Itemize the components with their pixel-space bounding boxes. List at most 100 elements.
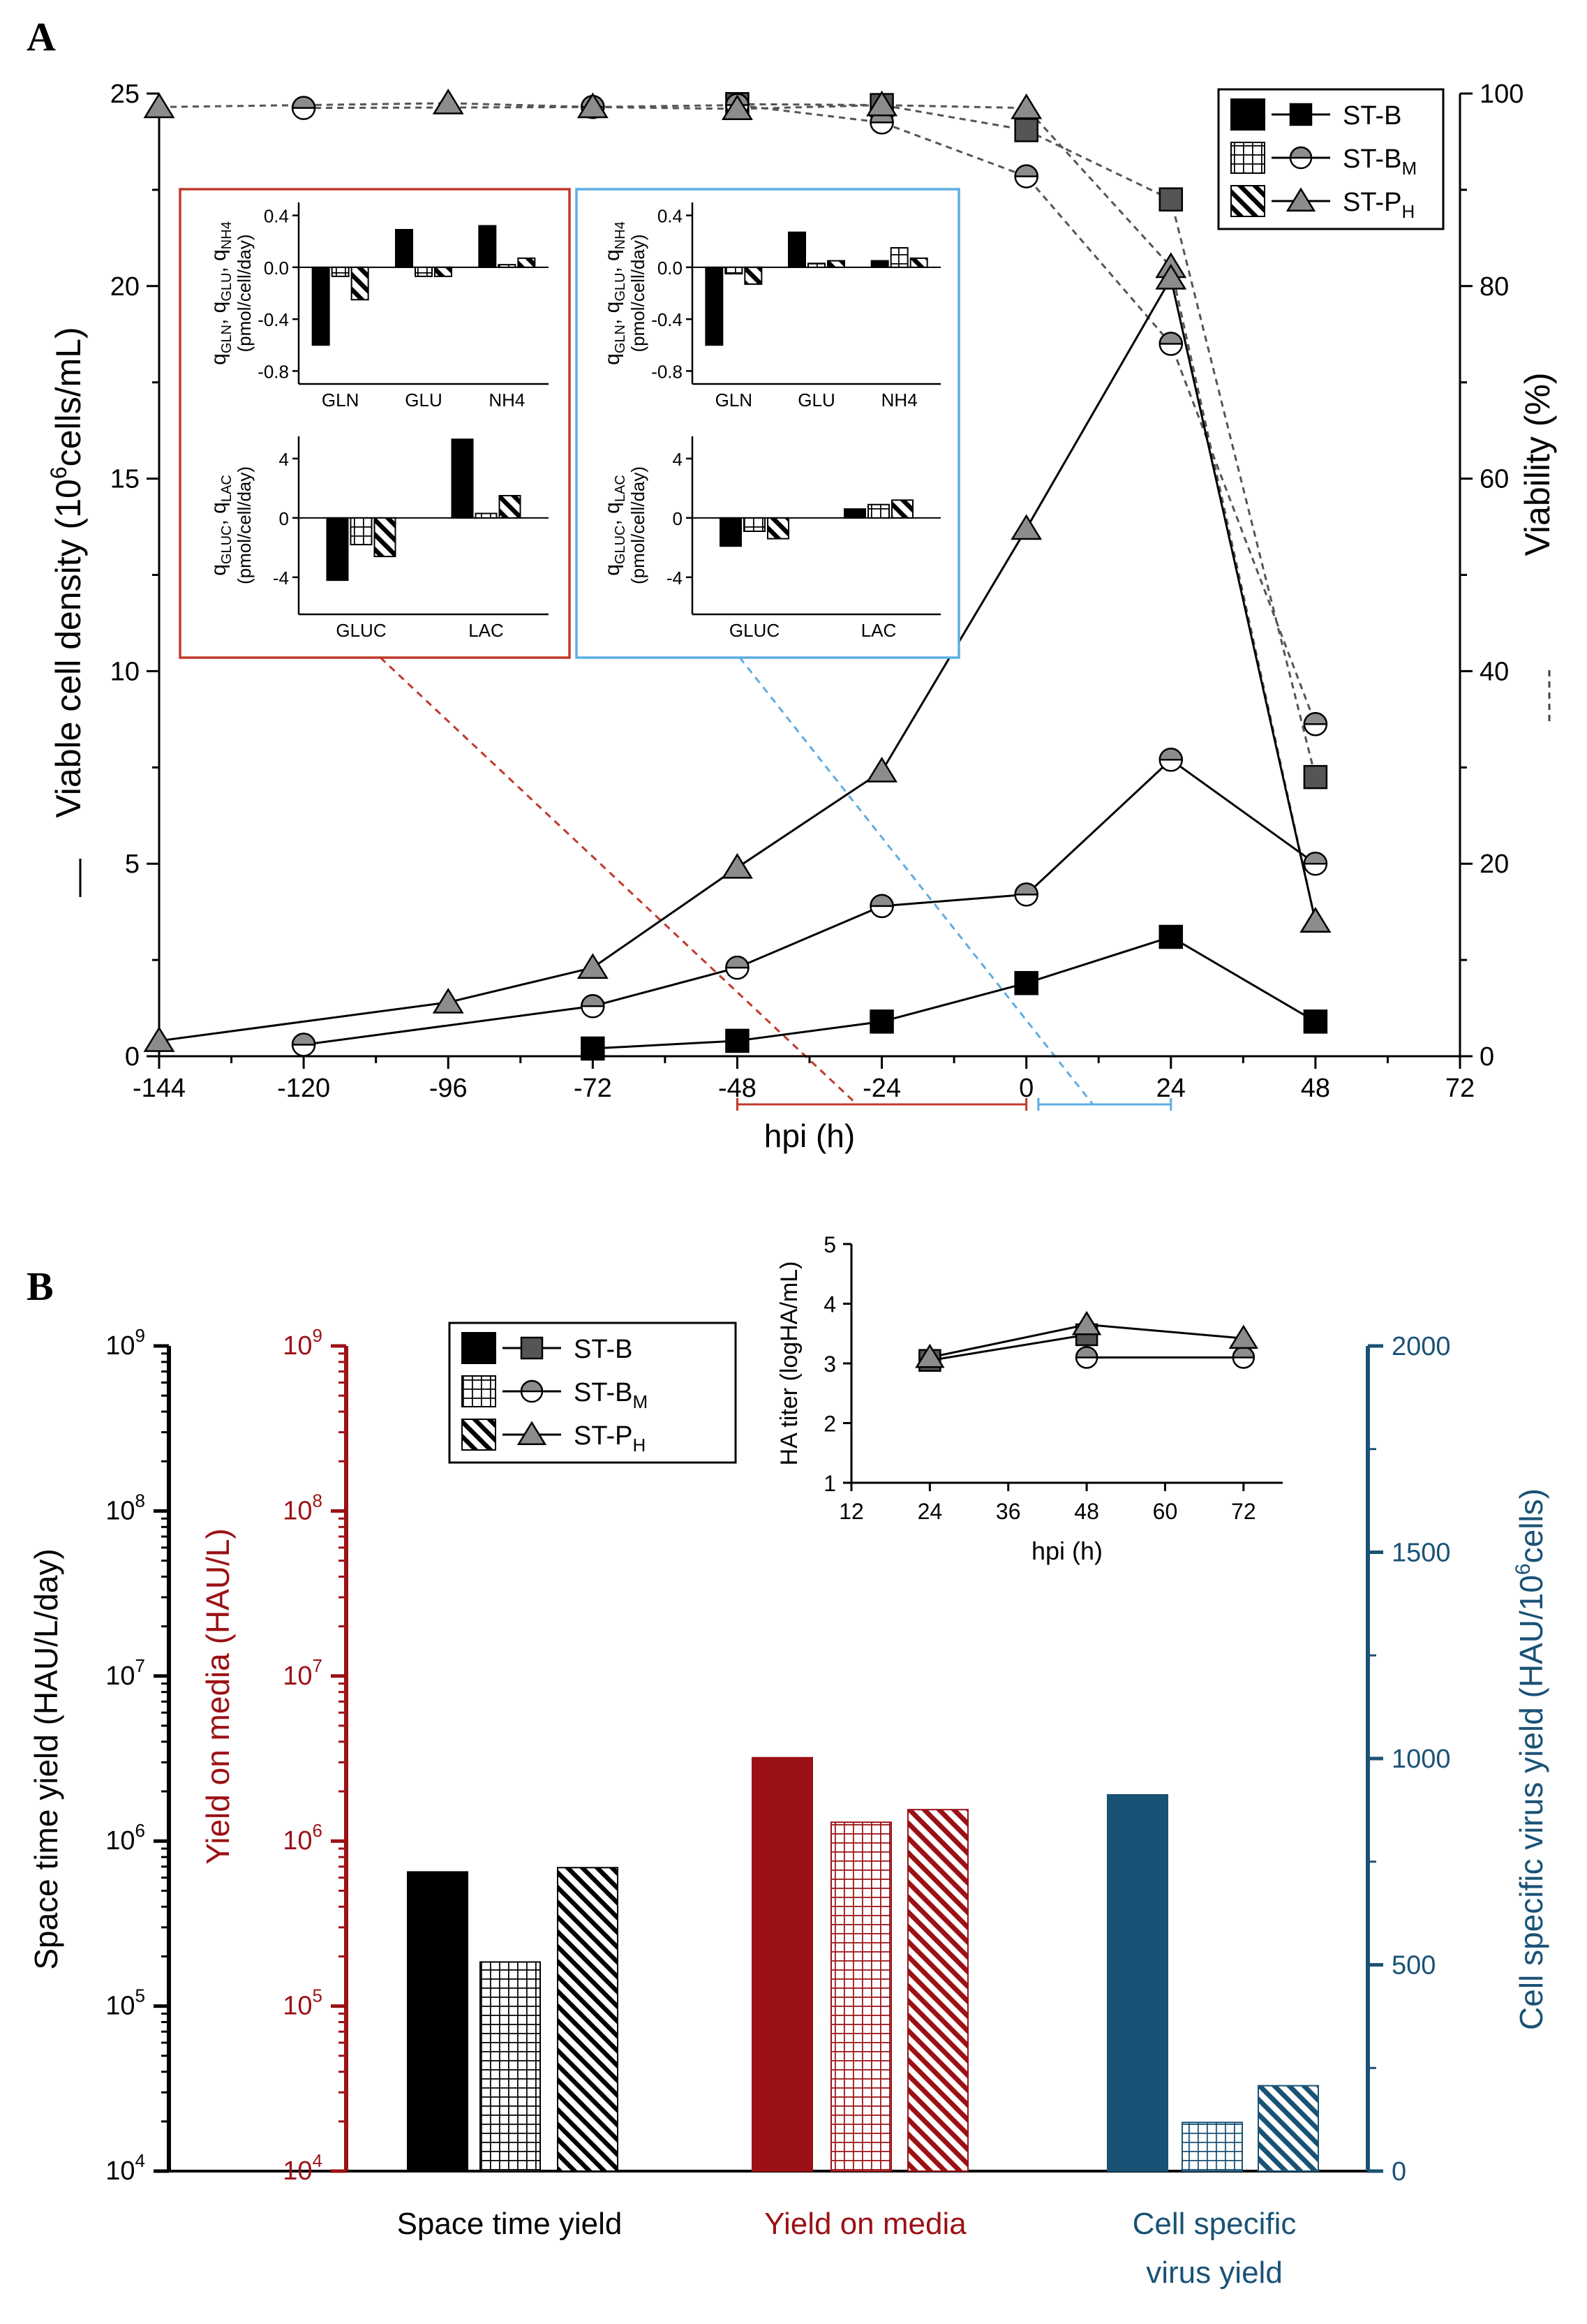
y-right-tick-label: 40 bbox=[1480, 657, 1509, 686]
inset-blue-top-bar-ST-BM bbox=[890, 247, 909, 268]
inset-blue-bottom-bar-ST-PH bbox=[767, 517, 789, 540]
b-inset-x-tick-label: 72 bbox=[1231, 1499, 1256, 1524]
inset-red-top-y-tick-label: 0.4 bbox=[264, 206, 289, 227]
inset-blue-top-bar-ST-B bbox=[705, 266, 724, 346]
legend-b-marker bbox=[520, 1336, 544, 1360]
b-inset-point-ST-BM bbox=[1232, 1346, 1256, 1369]
inset-red-top-bar-ST-B bbox=[311, 266, 330, 346]
b-inset-point-ST-BM-top bbox=[1075, 1346, 1098, 1359]
legend-a-item-label: ST-PH bbox=[1343, 188, 1415, 222]
inset-red-top-bar-ST-B bbox=[395, 229, 413, 268]
inset-red-top-category-label: GLU bbox=[405, 390, 442, 410]
inset-blue-bottom-y-tick-label: -4 bbox=[666, 568, 683, 589]
axis-blue-tick-label: 0 bbox=[1392, 2157, 1406, 2186]
b-inset-x-tick-label: 12 bbox=[839, 1499, 864, 1524]
viability-point-ST-BM-top bbox=[1014, 164, 1038, 177]
viability-point-ST-BM-top bbox=[291, 96, 316, 109]
x-tick-label: -72 bbox=[574, 1074, 612, 1103]
vcd-point-ST-PH bbox=[721, 852, 753, 879]
b-inset-y-tick-label: 2 bbox=[824, 1412, 836, 1437]
inset-blue-bottom-category-label: GLUC bbox=[729, 620, 780, 641]
b-inset-x-tick-label: 60 bbox=[1153, 1499, 1178, 1524]
y-right-tick-label: 60 bbox=[1480, 465, 1509, 494]
inset-blue-top-y-tick-label: 0.0 bbox=[657, 258, 683, 279]
y-right-tick-label: 80 bbox=[1480, 272, 1509, 302]
legend-b-swatch bbox=[461, 1375, 496, 1407]
viability-point-ST-PH bbox=[866, 90, 898, 117]
viability-point-ST-B bbox=[1014, 118, 1038, 142]
legend-a-marker bbox=[1286, 187, 1316, 212]
b-inset-point-ST-PH bbox=[915, 1343, 945, 1368]
viability-point-ST-BM-top bbox=[1158, 332, 1184, 345]
vcd-point-ST-BM bbox=[581, 994, 605, 1019]
bar-2-ST-B bbox=[1107, 1794, 1168, 2173]
y-left-axis-label: Viable cell density (106cells/mL) bbox=[46, 327, 88, 817]
b-inset-point-ST-BM bbox=[1075, 1346, 1098, 1369]
viability-point-ST-BM bbox=[291, 96, 316, 120]
y-left-tick-label: 25 bbox=[110, 80, 140, 109]
inset-red-bottom-bar-ST-PH bbox=[498, 495, 521, 519]
vcd-point-ST-BM-top bbox=[1158, 748, 1184, 761]
bar-0-ST-PH bbox=[557, 1867, 618, 2173]
legend-b-swatch bbox=[461, 1332, 496, 1364]
inset-red-top-y-tick-label: 0.0 bbox=[264, 258, 289, 279]
vcd-point-ST-BM bbox=[1158, 748, 1184, 772]
b-inset-x-tick-label: 24 bbox=[918, 1499, 943, 1524]
viability-point-ST-B bbox=[1303, 764, 1328, 790]
inset-red-top-category-label: GLN bbox=[322, 390, 359, 410]
y-left-tick-label: 5 bbox=[125, 850, 140, 879]
inset-red-top-bar-ST-BM bbox=[415, 266, 433, 277]
x-tick-label: -144 bbox=[133, 1074, 186, 1103]
vcd-point-ST-BM-top bbox=[581, 994, 605, 1007]
inset-blue-bottom-y-label-units: (pmol/cell/day) bbox=[627, 466, 648, 584]
inset-red-bottom-y-tick-label: 4 bbox=[279, 449, 289, 470]
vcd-point-ST-B bbox=[870, 1009, 894, 1034]
inset-blue-top-bar-ST-BM bbox=[724, 266, 743, 275]
y-left-tick-label: 20 bbox=[110, 272, 140, 302]
inset-blue-bottom-category-label: LAC bbox=[861, 620, 897, 641]
vcd-point-ST-BM bbox=[1303, 851, 1328, 876]
b-inset-point-ST-PH bbox=[1071, 1310, 1102, 1335]
vcd-point-ST-BM bbox=[291, 1033, 316, 1057]
inset-red-top-bar-ST-BM bbox=[331, 266, 350, 277]
vcd-point-ST-BM bbox=[1014, 882, 1038, 907]
inset-blue-top-bar-ST-B bbox=[870, 260, 889, 268]
panel-a-insets: 0.4 0.0 -0.4 -0.8 GLN GLU NH4 qGLN​, qGLU​, qNH… bbox=[179, 188, 960, 659]
b-inset-y-tick-label: 1 bbox=[824, 1471, 836, 1496]
legend-b-marker-top bbox=[520, 1379, 544, 1393]
inset-red-top-y-tick-label: -0.8 bbox=[258, 361, 289, 382]
axis-red-tick-label: 105 bbox=[283, 1985, 322, 2021]
inset-red-bottom-category-label: LAC bbox=[468, 620, 504, 641]
bar-1-ST-BM bbox=[830, 1821, 892, 2172]
legend-b-item-label: ST-BM bbox=[574, 1378, 648, 1412]
inset-blue-top-bar-ST-BM bbox=[807, 262, 826, 268]
legend-a-item-label: ST-B bbox=[1343, 101, 1401, 131]
inset-red-bottom-y-label-units: (pmol/cell/day) bbox=[234, 466, 255, 584]
x-tick-label: 72 bbox=[1445, 1074, 1475, 1103]
vcd-point-ST-B bbox=[1014, 970, 1038, 996]
inset-blue-bottom-y-tick-label: 4 bbox=[673, 449, 683, 470]
vcd-point-ST-BM-top bbox=[725, 955, 750, 969]
inset-red-top-bar-ST-PH bbox=[434, 266, 452, 277]
y-left-tick-label: 15 bbox=[110, 465, 140, 494]
viability-point-ST-BM-top bbox=[1303, 711, 1328, 725]
bar-1-ST-PH bbox=[907, 1809, 969, 2172]
inset-blue-top-bar-ST-B bbox=[788, 231, 806, 268]
y-left-tick-label: 10 bbox=[110, 657, 140, 686]
vcd-point-ST-PH bbox=[143, 1026, 175, 1052]
inset-red-top-category-label: NH4 bbox=[489, 390, 525, 410]
vcd-line-ST-B bbox=[593, 935, 1316, 1050]
inset-red-bottom-bar-ST-B bbox=[451, 438, 474, 519]
viability-point-ST-BM bbox=[1158, 332, 1184, 356]
axis-black-tick-label: 107 bbox=[105, 1655, 145, 1691]
bar-2-ST-PH bbox=[1258, 2085, 1319, 2173]
inset-red-bottom-category-label: GLUC bbox=[336, 620, 386, 641]
inset-blue-top-y-label: qGLN​, qGLU​, qNH4​ bbox=[601, 221, 628, 365]
legend-a-marker bbox=[1289, 146, 1313, 170]
b-inset-point-ST-PH bbox=[1228, 1324, 1259, 1349]
inset-blue-top-y-tick-label: -0.8 bbox=[651, 361, 683, 382]
axis-red-tick-label: 106 bbox=[283, 1820, 322, 1856]
b-inset-x-label: hpi (h) bbox=[1031, 1537, 1103, 1565]
